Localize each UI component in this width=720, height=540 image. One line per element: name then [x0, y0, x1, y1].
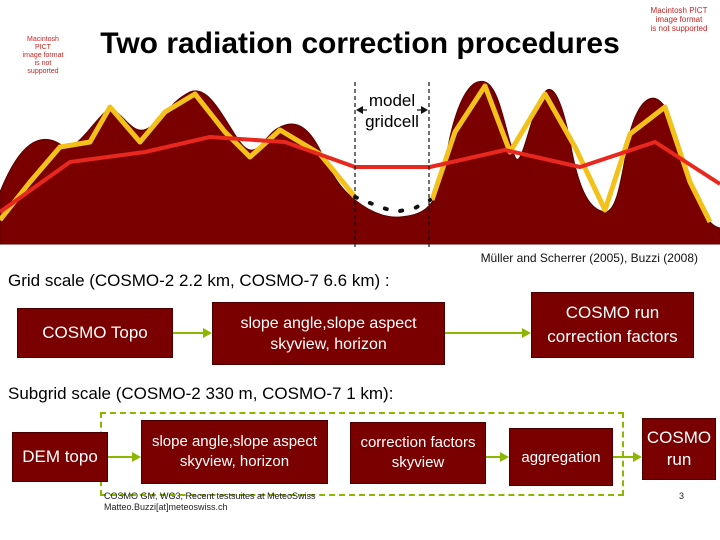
- grid-scale-heading: Grid scale (COSMO-2 2.2 km, COSMO-7 6.6 …: [8, 271, 390, 290]
- aggregation-box: aggregation: [509, 428, 613, 486]
- subgrid-cosmo-run-box: COSMO run: [642, 418, 716, 480]
- subgrid-scale-heading: Subgrid scale (COSMO-2 330 m, COSMO-7 1 …: [8, 384, 394, 403]
- unsupported-image-left: Macintosh PICT image format is not suppo…: [22, 36, 64, 75]
- footer-line-2: Matteo.Buzzi[at]meteoswiss.ch: [104, 502, 228, 512]
- grid-slope-box: slope angle,slope aspect skyview, horizo…: [212, 302, 445, 365]
- gridcell-label: model gridcell: [363, 90, 421, 132]
- fine-line-gridcell: [353, 195, 432, 215]
- fine-resolution-line-right: [429, 83, 713, 224]
- cosmo-topo-box: COSMO Topo: [17, 308, 173, 358]
- subgrid-scale-arrows: [108, 452, 642, 462]
- grid-scale-arrows: [173, 328, 531, 338]
- dem-topo-box: DEM topo: [12, 432, 108, 482]
- page-number: 3: [679, 491, 685, 501]
- correction-factors-box: correction factors skyview: [350, 422, 486, 484]
- footer-line-1: COSMO GM, WG3, Recent testsuites at Mete…: [104, 491, 316, 501]
- terrain-diagram: [0, 80, 720, 247]
- arrowhead: [500, 452, 509, 462]
- arrowhead: [633, 452, 642, 462]
- arrowhead: [132, 452, 141, 462]
- arrowhead: [203, 328, 212, 338]
- arrow-head-right: [421, 106, 428, 114]
- footer: COSMO GM, WG3, Recent testsuites at Mete…: [104, 491, 316, 513]
- subgrid-slope-box: slope angle,slope aspect skyview, horizo…: [141, 420, 328, 484]
- arrowhead: [522, 328, 531, 338]
- arrow-head-left: [356, 106, 363, 114]
- unsupported-image-right: Macintosh PICT image format is not suppo…: [650, 6, 708, 33]
- citation: Müller and Scherrer (2005), Buzzi (2008): [480, 251, 698, 265]
- cosmo-run-box: COSMO run correction factors: [531, 292, 694, 358]
- slide-title: Two radiation correction procedures: [100, 27, 620, 60]
- fine-resolution-line: [0, 91, 357, 222]
